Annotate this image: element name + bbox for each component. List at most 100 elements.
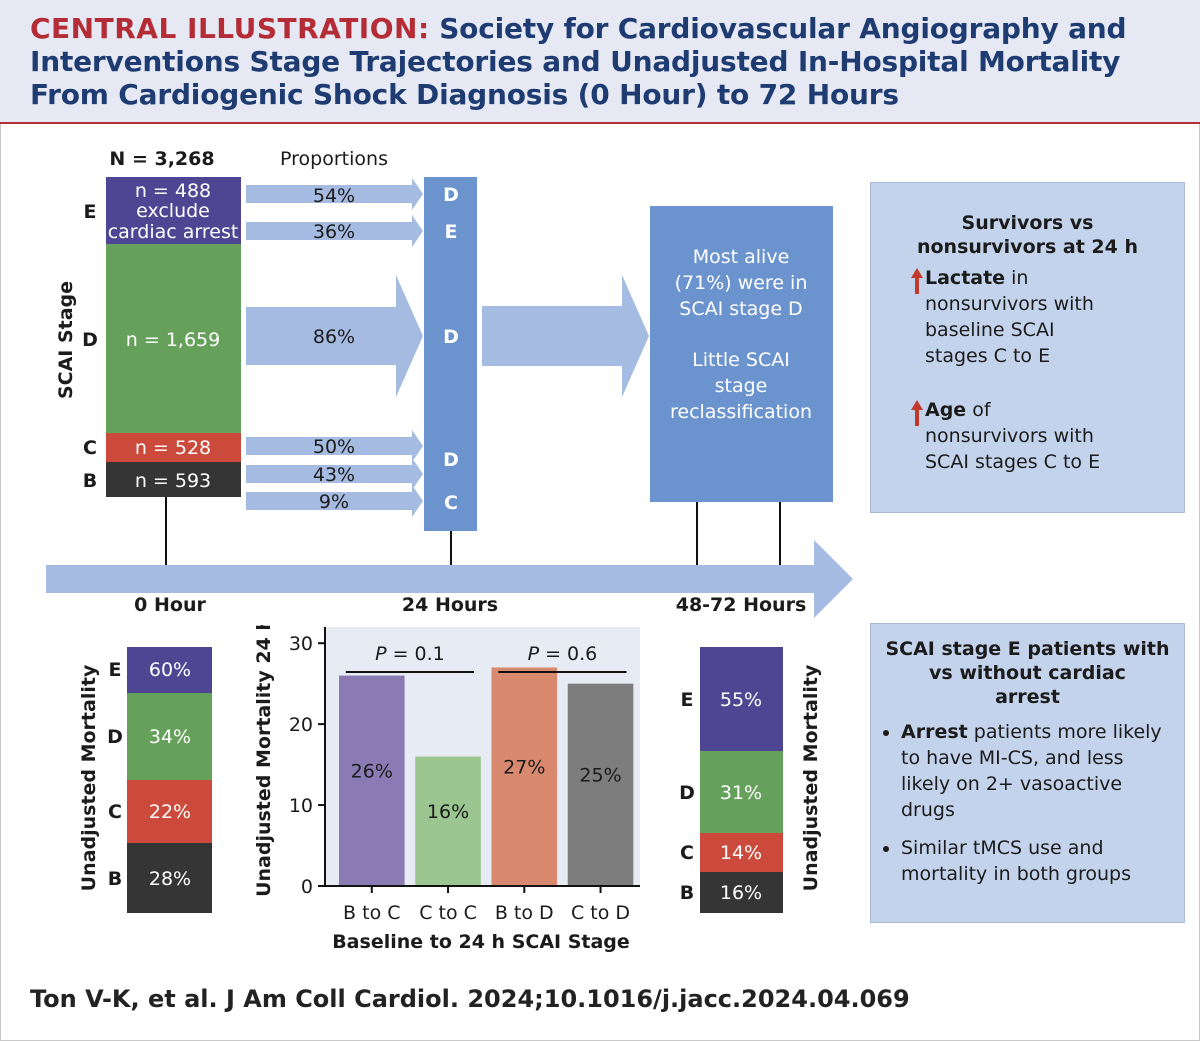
stage-e-bullet: Arrest patients more likely to have MI-C… <box>901 719 1170 823</box>
result-line: Most alive <box>693 246 790 268</box>
lactate-rest: in <box>1005 267 1029 289</box>
transition-arrow <box>246 485 423 517</box>
result-line: reclassification <box>670 401 812 423</box>
mort72-pct-e: 55% <box>720 689 762 711</box>
increase-arrow-icon <box>911 268 923 294</box>
result-line: SCAI stage D <box>679 298 802 320</box>
result-box <box>650 206 833 502</box>
transition-pct: 54% <box>313 185 355 207</box>
mort72-letter-d: D <box>679 782 695 804</box>
timeline-arrow <box>46 540 853 618</box>
bar-chart-ylabel: Unadjusted Mortality 24 h <box>253 625 275 897</box>
citation: Ton V-K, et al. J Am Coll Cardiol. 2024;… <box>30 985 910 1013</box>
lactate-line: baseline SCAI <box>925 319 1055 341</box>
stage-e-box-title: SCAI stage E patients with vs without ca… <box>871 637 1184 709</box>
stage-d-block <box>106 244 241 433</box>
stage-e-exclude: exclude <box>136 200 210 222</box>
hour24-stage-d-mid: D <box>443 326 459 348</box>
stage-letter-c: C <box>83 437 97 459</box>
stage-e-bullet: Similar tMCS use and mortality in both g… <box>901 835 1170 887</box>
age-item: Age of nonsurvivors with SCAI stages C t… <box>925 397 1100 475</box>
x-tick-label: C to D <box>571 902 630 924</box>
page-title: CENTRAL ILLUSTRATION: Society for Cardio… <box>30 12 1180 111</box>
y-tick-label: 20 <box>289 714 313 736</box>
lactate-line: nonsurvivors with <box>925 293 1094 315</box>
mort0-letter-c: C <box>108 801 122 823</box>
survivors-box: Survivors vs nonsurvivors at 24 h Lactat… <box>870 182 1185 513</box>
transition-pct: 50% <box>313 436 355 458</box>
age-bold: Age <box>925 399 967 421</box>
survivors-title: Survivors vs nonsurvivors at 24 h <box>871 211 1184 259</box>
central-illustration-label: CENTRAL ILLUSTRATION: <box>30 12 430 45</box>
mort0-segment-b <box>127 843 212 913</box>
transition-pct: 86% <box>313 326 355 348</box>
mort72-pct-d: 31% <box>720 782 762 804</box>
survivors-title-line: nonsurvivors at 24 h <box>916 236 1139 258</box>
mortality-72h-ylabel: Unadjusted Mortality <box>800 664 822 891</box>
transition-arrow <box>246 458 423 490</box>
x-tick-label: C to C <box>419 902 477 924</box>
bullet-text: Similar tMCS use and mortality in both g… <box>901 837 1131 885</box>
stage-e-block <box>106 177 241 244</box>
flow-diagram: N = 3,268 Proportions SCAI Stage n = 488… <box>46 148 853 618</box>
mort0-letter-d: D <box>107 726 123 748</box>
mort0-letter-b: B <box>108 868 122 890</box>
hour24-column <box>424 177 477 531</box>
result-line: Little SCAI <box>692 349 790 371</box>
stage-e-box: SCAI stage E patients with vs without ca… <box>870 623 1185 923</box>
bar <box>491 667 558 886</box>
mort0-letter-e: E <box>109 659 122 681</box>
timeline-label-72h: 48-72 Hours <box>676 594 807 616</box>
mortality-24h-bar-chart: 26% 16% 27% 25% B to C C to C B to D C to D 0 10… <box>253 625 640 953</box>
lactate-item: Lactate in nonsurvivors with baseline SC… <box>925 265 1094 369</box>
transition-arrow <box>246 215 423 247</box>
y-tick-label: 0 <box>301 876 313 898</box>
stage-d-n: n = 1,659 <box>126 329 220 351</box>
bar-value-label: 26% <box>351 761 393 783</box>
bullet-bold: Arrest <box>901 721 968 743</box>
bar-chart-xlabel: Baseline to 24 h SCAI Stage <box>332 931 630 953</box>
bar-value-label: 27% <box>503 757 545 779</box>
mortality-0h-chart: Unadjusted Mortality 60% 34% 22% 28% E D… <box>78 647 212 913</box>
scai-stage-axis-label: SCAI Stage <box>55 281 77 399</box>
proportions-label: Proportions <box>280 148 388 170</box>
stage-e-n: n = 488 <box>135 180 211 202</box>
hour24-stage-c: C <box>444 492 458 514</box>
x-tick-label: B to D <box>495 902 554 924</box>
title-text: Society for Cardiovascular Angiography a… <box>30 12 1127 111</box>
bar <box>567 683 634 886</box>
mortality-0h-ylabel: Unadjusted Mortality <box>78 664 100 891</box>
mort0-pct-b: 28% <box>149 868 191 890</box>
stage-letter-e: E <box>84 201 97 223</box>
hour24-stage-d-top: D <box>443 184 459 206</box>
mort72-letter-e: E <box>681 689 694 711</box>
stage-letter-b: B <box>83 470 97 492</box>
mort72-segment-b <box>700 872 783 913</box>
x-tick-label: B to C <box>343 902 400 924</box>
lactate-line: stages C to E <box>925 345 1051 367</box>
lactate-bold: Lactate <box>925 267 1006 289</box>
survivors-title-line: Survivors vs <box>961 212 1094 234</box>
mortality-72h-chart: 55% 31% 14% 16% E D C B Unadjusted Morta… <box>679 647 822 913</box>
stage-letter-d: D <box>82 329 98 351</box>
stage-b-block <box>106 462 241 497</box>
transition-pct: 43% <box>313 464 355 486</box>
hour24-stage-e: E <box>445 221 458 243</box>
timeline-label-0h: 0 Hour <box>134 594 206 616</box>
bullet-text: patients more likely to have MI-CS, and … <box>901 721 1162 821</box>
age-rest: of <box>966 399 991 421</box>
mort0-pct-d: 34% <box>149 726 191 748</box>
mort0-pct-e: 60% <box>149 659 191 681</box>
transition-arrow <box>246 430 423 462</box>
bar-value-label: 16% <box>427 801 469 823</box>
mort72-segment-c <box>700 833 783 872</box>
stage-e-bullets: Arrest patients more likely to have MI-C… <box>871 719 1184 887</box>
transition-arrow <box>246 178 423 210</box>
stage-e-title-line: vs without cardiac <box>929 662 1126 684</box>
mort72-pct-b: 16% <box>720 882 762 904</box>
mort0-segment-e <box>127 647 212 693</box>
transition-pct: 36% <box>313 221 355 243</box>
progression-arrow <box>482 275 649 397</box>
stage-e-cardiac-arrest: cardiac arrest <box>108 221 239 243</box>
y-tick-label: 30 <box>289 633 313 655</box>
